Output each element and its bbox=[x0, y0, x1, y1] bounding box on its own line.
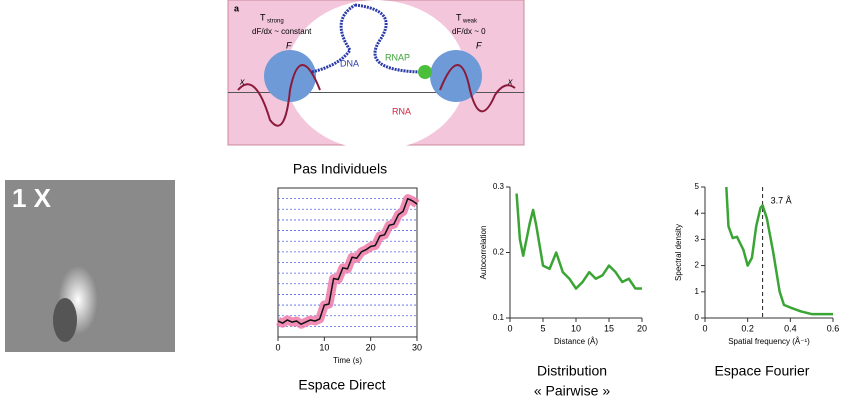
x-tick-label: 5 bbox=[540, 323, 545, 333]
x-tick-label: 0.4 bbox=[784, 323, 797, 333]
label: dF/dx ~ 0 bbox=[452, 27, 486, 36]
force-curve bbox=[439, 64, 516, 113]
x-tick-label: 0.6 bbox=[827, 323, 840, 333]
x-tick-label: 15 bbox=[604, 323, 614, 333]
x-axis-label: Distance (Å) bbox=[554, 337, 598, 346]
label: x bbox=[239, 76, 245, 86]
label: weak bbox=[462, 19, 478, 25]
x-tick-label: 0 bbox=[507, 323, 512, 333]
annotation: 3.7 Å bbox=[771, 195, 792, 205]
y-axis-label: Spectral density bbox=[674, 224, 683, 281]
label: strong bbox=[267, 19, 284, 25]
label: T bbox=[260, 12, 266, 22]
label: RNAP bbox=[385, 52, 410, 62]
x-tick-label: 0 bbox=[702, 323, 707, 333]
diagram: a T strong dF/dx ~ constant T weak dF/dx… bbox=[227, 0, 525, 150]
x-tick-label: 20 bbox=[637, 323, 647, 333]
shadow bbox=[53, 298, 77, 342]
x-tick-label: 0.2 bbox=[741, 323, 754, 333]
x-axis-label: Spatial frequency (Å⁻¹) bbox=[728, 337, 810, 346]
caption: Espace Direct bbox=[298, 377, 385, 393]
caption: « Pairwise » bbox=[534, 383, 610, 399]
force-curve bbox=[237, 64, 321, 127]
y-tick-label: 3 bbox=[695, 235, 700, 244]
panel-label: a bbox=[234, 3, 240, 13]
caption: Pas Individuels bbox=[293, 161, 387, 177]
label: F bbox=[476, 40, 482, 50]
x-tick-label: 10 bbox=[571, 323, 581, 333]
y-tick-label: 1 bbox=[695, 287, 700, 296]
x-tick-label: 0 bbox=[275, 342, 280, 352]
rnap bbox=[418, 65, 432, 79]
label: F bbox=[286, 40, 292, 50]
series-line bbox=[725, 186, 833, 316]
y-tick-label: 2 bbox=[695, 261, 700, 270]
label: RNA bbox=[392, 106, 411, 116]
series-line bbox=[515, 193, 642, 290]
y-tick-label: 0.1 bbox=[493, 313, 505, 322]
y-tick-label: 0.3 bbox=[493, 182, 505, 191]
label: T bbox=[456, 12, 462, 22]
label: DNA bbox=[340, 58, 359, 68]
bead bbox=[264, 50, 316, 102]
x-tick-label: 20 bbox=[366, 342, 376, 352]
x-tick-label: 30 bbox=[412, 342, 422, 352]
caption: Distribution bbox=[537, 363, 607, 379]
bead bbox=[430, 50, 482, 102]
y-tick-label: 0.2 bbox=[493, 248, 505, 257]
x-tick-label: 10 bbox=[319, 342, 329, 352]
series-line bbox=[277, 197, 418, 325]
x-axis-label: Time (s) bbox=[333, 356, 362, 365]
image-label: 1 X bbox=[12, 183, 52, 213]
caption: Espace Fourier bbox=[715, 363, 810, 379]
label: dF/dx ~ constant bbox=[252, 27, 312, 36]
label: x bbox=[507, 76, 513, 86]
y-tick-label: 5 bbox=[695, 182, 700, 191]
dna-strand bbox=[311, 3, 421, 74]
y-tick-label: 0 bbox=[695, 313, 700, 322]
y-axis-label: Autocorrelation bbox=[479, 226, 488, 280]
diagram-gap bbox=[286, 0, 466, 150]
y-tick-label: 4 bbox=[695, 208, 700, 217]
axis bbox=[228, 92, 524, 93]
